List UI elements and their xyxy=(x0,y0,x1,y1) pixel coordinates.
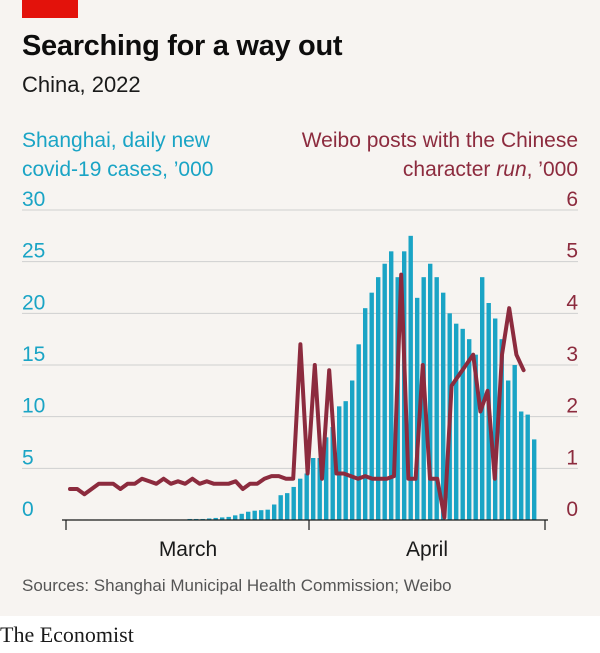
bar xyxy=(408,235,413,521)
brand-wordmark: The Economist xyxy=(0,622,134,647)
bar xyxy=(376,277,381,520)
left-tick-label: 0 xyxy=(22,498,34,521)
right-tick-label: 3 xyxy=(566,343,578,366)
left-tick-label: 25 xyxy=(22,240,45,263)
chart-panel: Searching for a way out China, 2022 Shan… xyxy=(0,0,600,616)
bar xyxy=(337,406,342,520)
bar xyxy=(525,414,530,520)
x-tick-label: April xyxy=(406,538,448,561)
bar xyxy=(291,486,296,520)
chart-title: Searching for a way out xyxy=(22,30,343,62)
bar xyxy=(220,517,225,520)
right-axis-label: Weibo posts with the Chinese character r… xyxy=(248,126,578,184)
bar xyxy=(233,515,238,520)
bar xyxy=(434,277,439,520)
right-tick-label: 2 xyxy=(566,395,578,418)
bar xyxy=(317,458,322,520)
bar xyxy=(330,427,335,520)
chart-subtitle: China, 2022 xyxy=(22,72,141,97)
line-series-weibo-posts xyxy=(68,272,526,520)
dual-axis-chart: 0 5 10 15 20 25 30 0 1 2 3 4 5 6 March April xyxy=(22,190,578,561)
bar xyxy=(285,493,290,520)
bar xyxy=(493,318,498,520)
left-axis-label-line-1: Shanghai, daily new xyxy=(22,129,210,152)
bar xyxy=(369,292,374,520)
bar xyxy=(532,439,537,520)
bar xyxy=(480,277,485,520)
bar xyxy=(239,513,244,520)
bar xyxy=(382,263,387,520)
bar xyxy=(356,344,361,520)
left-tick-label: 15 xyxy=(22,343,45,366)
left-tick-label: 30 xyxy=(22,190,45,211)
bar xyxy=(278,495,283,520)
bar xyxy=(454,323,459,520)
bar xyxy=(350,380,355,520)
right-axis-label-line-1: Weibo posts with the Chinese xyxy=(301,129,578,152)
bar xyxy=(519,411,524,520)
bar xyxy=(246,511,251,520)
right-tick-label: 1 xyxy=(566,446,578,469)
bar xyxy=(324,437,329,520)
bar xyxy=(272,504,277,520)
bar xyxy=(467,339,472,520)
bar xyxy=(363,308,368,520)
x-tick-label: March xyxy=(159,538,217,561)
source-note: Sources: Shanghai Municipal Health Commi… xyxy=(22,576,452,595)
bar xyxy=(311,458,316,520)
bar xyxy=(460,328,465,520)
left-axis-label-line-2: covid-19 cases, ’000 xyxy=(22,158,214,181)
right-tick-label: 0 xyxy=(566,498,578,521)
right-axis-label-unit: , ’000 xyxy=(526,158,578,181)
bar xyxy=(252,510,257,520)
bar xyxy=(473,354,478,520)
right-tick-label: 5 xyxy=(566,240,578,263)
bar xyxy=(499,339,504,520)
bar xyxy=(207,518,212,520)
right-axis-label-line-2: character run, ’000 xyxy=(248,155,578,184)
bar xyxy=(304,473,309,520)
right-tick-label: 4 xyxy=(566,291,578,314)
right-axis-label-text: character xyxy=(402,158,497,181)
bar xyxy=(415,297,420,520)
bar xyxy=(389,251,394,521)
bar xyxy=(512,365,517,520)
left-axis-label: Shanghai, daily new covid-19 cases, ’000 xyxy=(22,126,262,184)
bar xyxy=(259,510,264,520)
bar xyxy=(343,401,348,520)
right-tick-label: 6 xyxy=(566,190,578,211)
bar xyxy=(265,509,270,520)
left-tick-label: 5 xyxy=(22,446,34,469)
left-tick-label: 10 xyxy=(22,395,45,418)
bar xyxy=(428,263,433,520)
left-tick-label: 20 xyxy=(22,291,45,314)
bar xyxy=(298,478,303,520)
brand-red-tag xyxy=(22,0,78,18)
bar xyxy=(506,380,511,520)
bar xyxy=(441,292,446,520)
right-axis-label-italic: run xyxy=(496,158,527,181)
bar xyxy=(213,517,218,520)
bar xyxy=(226,516,231,520)
